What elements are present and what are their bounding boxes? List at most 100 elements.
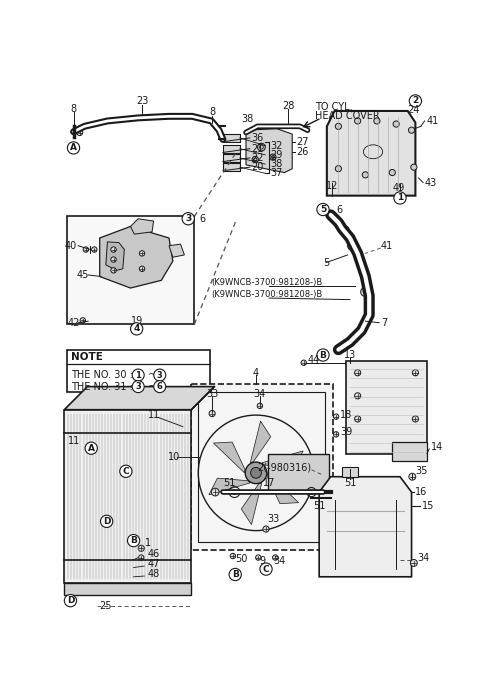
Text: 25: 25 (99, 601, 111, 611)
Circle shape (393, 121, 399, 127)
Text: 35: 35 (415, 466, 428, 476)
Circle shape (256, 555, 261, 560)
Circle shape (301, 360, 306, 365)
Circle shape (139, 266, 145, 272)
Text: 39: 39 (340, 427, 352, 437)
Text: 2: 2 (412, 97, 419, 106)
Text: 34: 34 (254, 389, 266, 398)
Polygon shape (392, 442, 427, 461)
Text: THE NO. 31 :: THE NO. 31 : (71, 382, 133, 391)
Polygon shape (267, 454, 329, 492)
Circle shape (80, 318, 85, 323)
Text: 9: 9 (260, 556, 266, 566)
Circle shape (260, 145, 264, 149)
Text: 19: 19 (131, 316, 143, 326)
Text: 3: 3 (185, 214, 192, 223)
Text: 7: 7 (381, 318, 387, 328)
Polygon shape (131, 218, 154, 234)
Circle shape (350, 244, 355, 248)
Circle shape (362, 172, 369, 178)
Text: ~: ~ (148, 370, 157, 380)
Circle shape (139, 251, 145, 256)
Text: 47: 47 (147, 559, 160, 570)
Circle shape (334, 432, 339, 437)
Text: 3: 3 (135, 382, 141, 391)
Circle shape (230, 553, 236, 559)
Polygon shape (106, 242, 124, 270)
Polygon shape (346, 361, 427, 454)
Polygon shape (169, 244, 184, 258)
Circle shape (410, 559, 417, 566)
Circle shape (139, 555, 144, 560)
Text: 14: 14 (431, 442, 443, 452)
Circle shape (111, 267, 116, 273)
Polygon shape (67, 216, 194, 324)
Polygon shape (191, 384, 333, 550)
Text: B: B (130, 536, 137, 545)
Circle shape (251, 468, 262, 478)
Circle shape (355, 370, 361, 376)
Text: 5: 5 (323, 258, 329, 267)
Circle shape (92, 247, 97, 252)
Text: 11: 11 (68, 435, 80, 445)
Text: 51: 51 (344, 478, 356, 488)
Text: 8: 8 (71, 104, 77, 114)
Polygon shape (209, 478, 250, 495)
Text: A: A (88, 444, 95, 453)
Polygon shape (64, 410, 192, 583)
Text: NOTE: NOTE (71, 352, 103, 363)
Text: 27: 27 (296, 136, 309, 147)
Text: HEAD COVER: HEAD COVER (315, 111, 380, 121)
Text: 6: 6 (337, 204, 343, 214)
Circle shape (83, 247, 88, 252)
Text: B: B (232, 570, 239, 579)
Text: 38: 38 (271, 159, 283, 169)
Text: 43: 43 (425, 178, 437, 188)
Text: 23: 23 (136, 96, 148, 106)
Circle shape (363, 290, 368, 294)
Text: 29: 29 (271, 150, 283, 160)
Text: 36: 36 (252, 133, 264, 143)
Circle shape (111, 247, 116, 252)
Polygon shape (246, 129, 292, 172)
Text: 5: 5 (320, 205, 326, 214)
Text: 16: 16 (415, 487, 428, 497)
Polygon shape (319, 477, 411, 577)
Text: 45: 45 (77, 270, 89, 280)
Text: 17: 17 (263, 478, 276, 488)
Text: 33: 33 (267, 514, 280, 524)
Circle shape (348, 340, 352, 344)
Polygon shape (267, 473, 299, 503)
Text: 34: 34 (274, 556, 286, 566)
Polygon shape (262, 451, 303, 468)
Text: 37: 37 (271, 168, 283, 178)
Circle shape (412, 416, 419, 422)
Circle shape (408, 127, 415, 133)
Text: 42: 42 (67, 318, 80, 328)
Circle shape (412, 370, 419, 376)
Text: 18: 18 (340, 410, 352, 420)
Polygon shape (214, 442, 245, 473)
Circle shape (77, 130, 83, 136)
Text: 24: 24 (408, 105, 420, 116)
Polygon shape (250, 421, 271, 463)
Text: 50: 50 (235, 554, 248, 564)
Circle shape (334, 414, 339, 419)
Text: (K9WNCB-3700:981208-)B: (K9WNCB-3700:981208-)B (211, 278, 323, 287)
Text: 51: 51 (223, 478, 235, 488)
Text: C: C (263, 565, 269, 573)
Circle shape (309, 490, 314, 494)
Circle shape (245, 462, 267, 484)
Text: C: C (122, 467, 129, 476)
Circle shape (138, 545, 144, 552)
Text: 2(-980316): 2(-980316) (257, 463, 312, 473)
Text: THE NO. 30 :: THE NO. 30 : (71, 370, 133, 380)
Text: 13: 13 (344, 350, 356, 360)
Circle shape (355, 393, 361, 399)
Circle shape (232, 490, 237, 494)
Circle shape (389, 169, 396, 176)
Text: 21: 21 (252, 144, 264, 154)
Circle shape (336, 166, 341, 172)
Circle shape (411, 164, 417, 170)
Text: D: D (67, 596, 74, 606)
